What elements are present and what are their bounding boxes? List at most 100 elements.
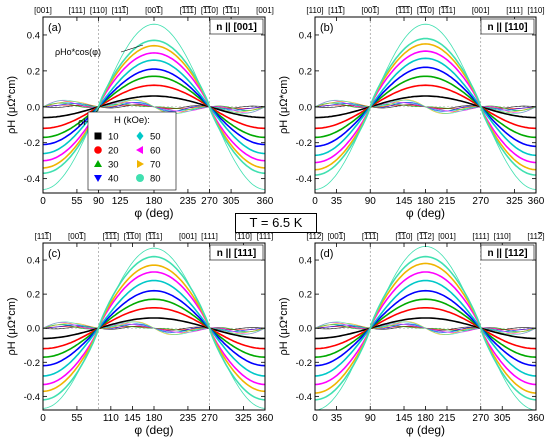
- x-tick-label: 125: [112, 196, 129, 207]
- series-line-40: [43, 289, 265, 367]
- legend-label-30: 30: [108, 160, 119, 171]
- y-tick-label: -0.4: [24, 174, 40, 185]
- panel-label: (a): [48, 22, 61, 34]
- top-axis-direction-label: [001]: [68, 232, 86, 241]
- y-tick-label: 0.2: [27, 290, 40, 301]
- top-axis-direction-label: [111]: [103, 232, 120, 241]
- x-axis-label: φ (deg): [406, 206, 445, 220]
- x-tick-label: 215: [439, 196, 456, 207]
- envelope-line: [315, 23, 536, 190]
- chart-panel-3: 0 35 90 145 180 215 270 305 360 -0.4 -0.2 0.0 0.2 0.4…: [278, 232, 545, 437]
- orientation-label: n || [001]: [216, 22, 257, 33]
- y-tick-label: 0.4: [27, 256, 40, 267]
- y-tick-label: 0.0: [27, 324, 40, 335]
- y-tick-label: 0.2: [27, 66, 40, 77]
- series-line-30: [43, 298, 265, 358]
- series-line-20: [315, 84, 536, 130]
- legend-marker-80: [136, 174, 144, 182]
- y-axis-label: ρH (μΩ*cm): [6, 297, 18, 355]
- y-tick-label: 0.0: [299, 324, 312, 335]
- legend-marker-30: [94, 160, 102, 167]
- series-line-70: [315, 262, 536, 394]
- top-axis-direction-label: [110]: [124, 232, 141, 241]
- y-tick-label: 0.4: [299, 256, 312, 267]
- x-tick-label: 180: [146, 413, 163, 424]
- y-tick-label: -0.4: [296, 174, 312, 185]
- y-tick-label: 0.2: [299, 66, 312, 77]
- series-line-20: [43, 307, 265, 350]
- top-axis-direction-label: [001]: [361, 6, 379, 15]
- x-tick-label: 0: [312, 196, 318, 207]
- top-axis-direction-label: [110]: [306, 6, 323, 15]
- series-line-60: [43, 271, 265, 386]
- legend: H (kOe): 10 20 30 40 50 60 70 80: [87, 111, 177, 191]
- top-axis-direction-label: [001]: [472, 6, 490, 15]
- top-axis-direction-label: [001]: [328, 232, 346, 241]
- y-tick-label: 0.4: [27, 30, 40, 41]
- top-axis-direction-label: [111]: [472, 232, 489, 241]
- top-axis-direction-label: [112]: [306, 232, 323, 241]
- series-line-60: [43, 52, 265, 162]
- envelope-line: [43, 23, 265, 190]
- chart-panel-1: 0 35 90 145 180 215 270 325 360 -0.4 -0.2 0.0 0.2 0.4…: [278, 6, 545, 220]
- legend-label-20: 20: [108, 146, 119, 157]
- x-tick-label: 305: [223, 196, 240, 207]
- top-axis-direction-label: [110]: [235, 232, 252, 241]
- anisotropic-series-80: [43, 321, 265, 335]
- legend-label-50: 50: [150, 132, 161, 143]
- x-axis-label: φ (deg): [134, 206, 173, 220]
- orientation-label: n || [112]: [487, 248, 527, 259]
- annotation-cos-model: ρHo*cos(φ): [55, 47, 101, 57]
- x-tick-label: 360: [257, 413, 274, 424]
- top-axis-direction-label: [110]: [494, 232, 511, 241]
- series-line-30: [43, 75, 265, 139]
- y-tick-label: 0.0: [299, 102, 312, 113]
- top-axis-direction-label: [112]: [527, 232, 544, 241]
- temperature-label: T = 6.5 K: [235, 213, 317, 233]
- chart-panel-0: 0 55 90 125 180 235 270 305 360 -0.4 -0.2 0.0 0.2 0.4…: [6, 6, 274, 220]
- x-tick-label: 0: [40, 196, 46, 207]
- x-axis-label: φ (deg): [406, 423, 445, 437]
- series-line-80: [43, 255, 265, 401]
- panel-label: (d): [320, 248, 333, 260]
- series-line-20: [315, 307, 536, 350]
- chart-panel-2: 0 55 110 145 180 235 270 325 360 -0.4 -0.2 0.0 0.2 0.…: [6, 232, 274, 437]
- top-axis-direction-label: [111]: [223, 6, 240, 15]
- series-line-10: [43, 317, 265, 340]
- anisotropic-series-80: [315, 99, 536, 114]
- top-axis-direction-label: [110]: [395, 232, 412, 241]
- orientation-box: [480, 244, 535, 261]
- orientation-label: n || [111]: [217, 248, 257, 259]
- y-tick-label: 0.4: [299, 30, 312, 41]
- y-tick-label: -0.2: [24, 358, 40, 369]
- x-tick-label: 360: [528, 413, 545, 424]
- orientation-box: [480, 18, 535, 35]
- y-axis-label: ρH (μΩ*cm): [278, 297, 290, 355]
- annotation-pointer: [120, 44, 144, 53]
- x-tick-label: 360: [257, 196, 274, 207]
- legend-marker-50: [136, 131, 144, 141]
- top-axis-direction-label: [111]: [328, 6, 345, 15]
- legend-label-70: 70: [150, 160, 161, 171]
- x-tick-label: 325: [235, 413, 252, 424]
- top-axis-direction-label: [112]: [417, 232, 434, 241]
- series-line-50: [43, 279, 265, 377]
- x-tick-label: 305: [494, 413, 511, 424]
- series-line-50: [315, 57, 536, 157]
- top-axis-direction-label: [111]: [439, 6, 456, 15]
- panel-label: (b): [320, 22, 333, 34]
- top-axis-direction-label: [110]: [527, 6, 544, 15]
- x-tick-label: 90: [365, 413, 377, 424]
- y-tick-label: 0.0: [27, 102, 40, 113]
- top-axis-direction-label: [111]: [180, 6, 197, 15]
- series-line-30: [315, 75, 536, 139]
- legend-label-10: 10: [108, 132, 119, 143]
- x-tick-label: 110: [103, 413, 119, 424]
- x-tick-label: 270: [472, 413, 489, 424]
- x-tick-label: 235: [180, 413, 197, 424]
- y-tick-label: -0.4: [296, 392, 312, 403]
- top-axis-direction-label: [111]: [146, 232, 163, 241]
- orientation-box: [209, 18, 264, 35]
- series-line-40: [315, 289, 536, 367]
